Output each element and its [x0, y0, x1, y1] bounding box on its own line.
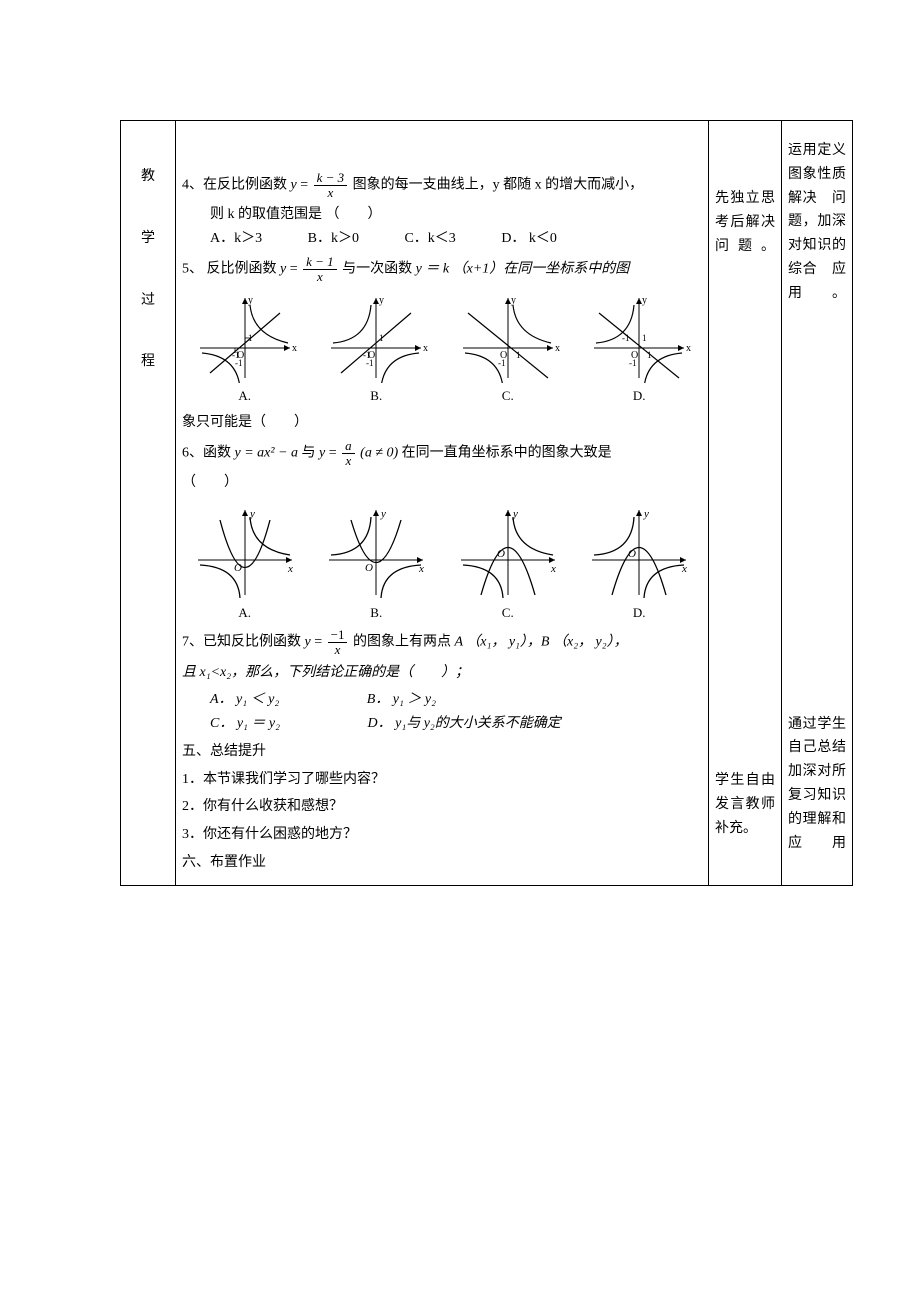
- chart-q6-d: x y O D.: [577, 505, 703, 624]
- fraction-icon: k − 1 x: [303, 255, 337, 283]
- q4-tail: 图象的每一支曲线上，y 都随 x 的增大而减小，: [353, 177, 644, 192]
- col-activity: 先独立思考后解决问题。 学生自由发言教师补充。: [709, 121, 782, 886]
- question-5: 5、 反比例函数 y = k − 1 x 与一次函数 y ＝ k （x+1）在同…: [182, 255, 702, 283]
- purpose-2: 通过学生自己总结加深对所复习知识的理解和应用: [788, 713, 846, 856]
- svg-text:1: 1: [642, 333, 647, 343]
- chart-q6-a: x y O A.: [182, 505, 308, 624]
- q6-charts: x y O A. x y O B.: [182, 505, 702, 624]
- chart-q5-d: x y O -1 1 -1 1 D.: [577, 293, 703, 407]
- fraction-icon: −1 x: [328, 628, 348, 656]
- q7-cond: 且 x₁<x₂，那么，下列结论正确的是（ ）；: [182, 661, 702, 685]
- q5-mid: 与一次函数: [342, 261, 412, 276]
- activity-1: 先独立思考后解决问题。: [715, 187, 775, 258]
- svg-text:x: x: [292, 343, 297, 354]
- svg-text:y: y: [248, 295, 253, 306]
- fraction-icon: a x: [342, 439, 355, 467]
- q4-options: A．k＞3 B．k＞0 C．k＜3 D． k＜0: [182, 227, 702, 251]
- svg-text:y: y: [511, 295, 516, 306]
- svg-text:y: y: [642, 295, 647, 306]
- q4-line2: 则 k 的取值范围是 （ ）: [182, 203, 702, 227]
- svg-text:y: y: [379, 295, 384, 306]
- chart-q5-b: x y O 1 -1 -1 B.: [314, 293, 440, 407]
- q5-charts: x y O 1 -1 -1 A. x y O 1 -1 -1: [182, 293, 702, 407]
- left-char: 过: [127, 289, 169, 313]
- question-6: 6、函数 y = ax² − a 与 y = a x (a ≠ 0) 在同一直角…: [182, 439, 702, 467]
- col-content: 4、在反比例函数 y = k − 3 x 图象的每一支曲线上，y 都随 x 的增…: [176, 121, 709, 886]
- purpose-1: 运用定义图象性质解决 问题，加深对知识的综合 应用。: [788, 139, 846, 306]
- activity-2: 学生自由发言教师补充。: [715, 769, 775, 840]
- chart-q5-c: x y O 1 -1 C.: [445, 293, 571, 407]
- q6-paren: （ ）: [182, 471, 702, 495]
- svg-text:y: y: [380, 508, 386, 520]
- svg-text:O: O: [365, 562, 373, 574]
- q5-linear: y ＝ k （x+1）在同一坐标系中的图: [416, 261, 630, 276]
- svg-text:-1: -1: [629, 358, 637, 368]
- sec5-l3: 3．你还有什么困惑的地方？: [182, 823, 702, 847]
- left-char: 教: [127, 165, 169, 189]
- svg-text:x: x: [423, 343, 428, 354]
- q5-lead: 5、 反比例函数: [182, 261, 277, 276]
- svg-text:x: x: [287, 563, 293, 575]
- left-char: 学: [127, 227, 169, 251]
- q7-options: A． y₁ ＜ y₂ B． y₁ ＞ y₂ C． y₁ ＝ y₂ D． y₁与 …: [182, 688, 702, 736]
- section-5-title: 五、总结提升: [182, 740, 702, 764]
- chart-q6-c: x y O C.: [445, 505, 571, 624]
- main-table: 教 学 过 程 4、在反比例函数 y = k − 3 x 图象的每一支曲线上，y…: [120, 120, 853, 886]
- question-4: 4、在反比例函数 y = k − 3 x 图象的每一支曲线上，y 都随 x 的增…: [182, 171, 702, 199]
- svg-text:x: x: [686, 343, 691, 354]
- svg-text:y: y: [643, 508, 649, 520]
- svg-text:-1: -1: [366, 358, 374, 368]
- chart-q5-a: x y O 1 -1 -1 A.: [182, 293, 308, 407]
- col-purpose: 运用定义图象性质解决 问题，加深对知识的综合 应用。 通过学生自己总结加深对所复…: [782, 121, 853, 886]
- svg-text:x: x: [555, 343, 560, 354]
- q5-after: 象只可能是（ ）: [182, 411, 702, 435]
- page: 教 学 过 程 4、在反比例函数 y = k − 3 x 图象的每一支曲线上，y…: [0, 0, 920, 1302]
- col-teaching-process: 教 学 过 程: [121, 121, 176, 886]
- q4-lead: 4、在反比例函数: [182, 177, 287, 192]
- svg-text:-1: -1: [235, 358, 243, 368]
- svg-text:x: x: [550, 563, 556, 575]
- sec5-l1: 1．本节课我们学习了哪些内容？: [182, 768, 702, 792]
- section-6-title: 六、布置作业: [182, 851, 702, 875]
- question-7: 7、已知反比例函数 y = −1 x 的图象上有两点 A （x₁， y₁），B …: [182, 628, 702, 656]
- svg-text:-1: -1: [498, 358, 506, 368]
- chart-q6-b: x y O B.: [314, 505, 440, 624]
- left-char: 程: [127, 350, 169, 374]
- fraction-icon: k − 3 x: [314, 171, 348, 199]
- sec5-l2: 2．你有什么收获和感想？: [182, 795, 702, 819]
